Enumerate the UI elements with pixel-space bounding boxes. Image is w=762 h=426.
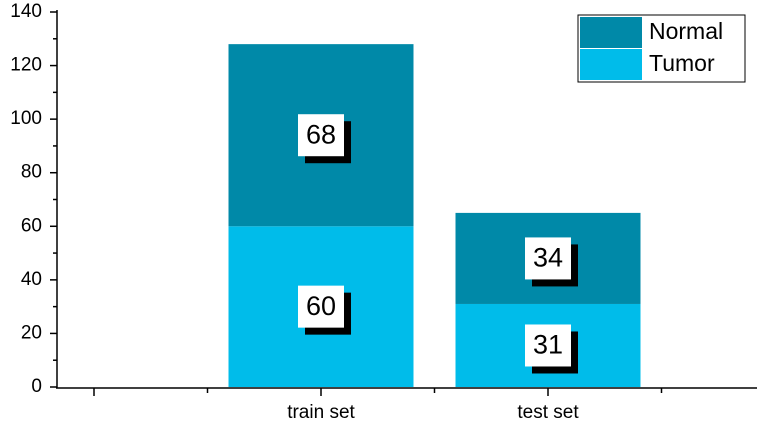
label-box (298, 285, 344, 328)
y-tick-label: 140 (10, 1, 42, 22)
label-box (525, 237, 571, 280)
y-tick-label: 100 (10, 108, 42, 129)
y-tick-label: 60 (21, 215, 42, 236)
x-tick-label: train set (287, 402, 355, 423)
y-tick-label: 20 (21, 322, 42, 343)
label-box (298, 114, 344, 157)
data-label: 31 (533, 330, 563, 360)
y-tick-label: 0 (31, 376, 42, 397)
legend-swatch (580, 17, 642, 48)
legend-swatch (580, 49, 642, 80)
data-label: 34 (533, 243, 563, 273)
y-tick-label: 80 (21, 162, 42, 183)
y-tick-label: 40 (21, 269, 42, 290)
data-label: 60 (306, 291, 336, 321)
legend-label: Normal (649, 18, 723, 44)
x-tick-label: test set (517, 402, 579, 423)
label-box (525, 324, 571, 367)
legend-label: Tumor (649, 50, 715, 76)
y-tick-label: 120 (10, 55, 42, 76)
data-label: 68 (306, 119, 336, 149)
